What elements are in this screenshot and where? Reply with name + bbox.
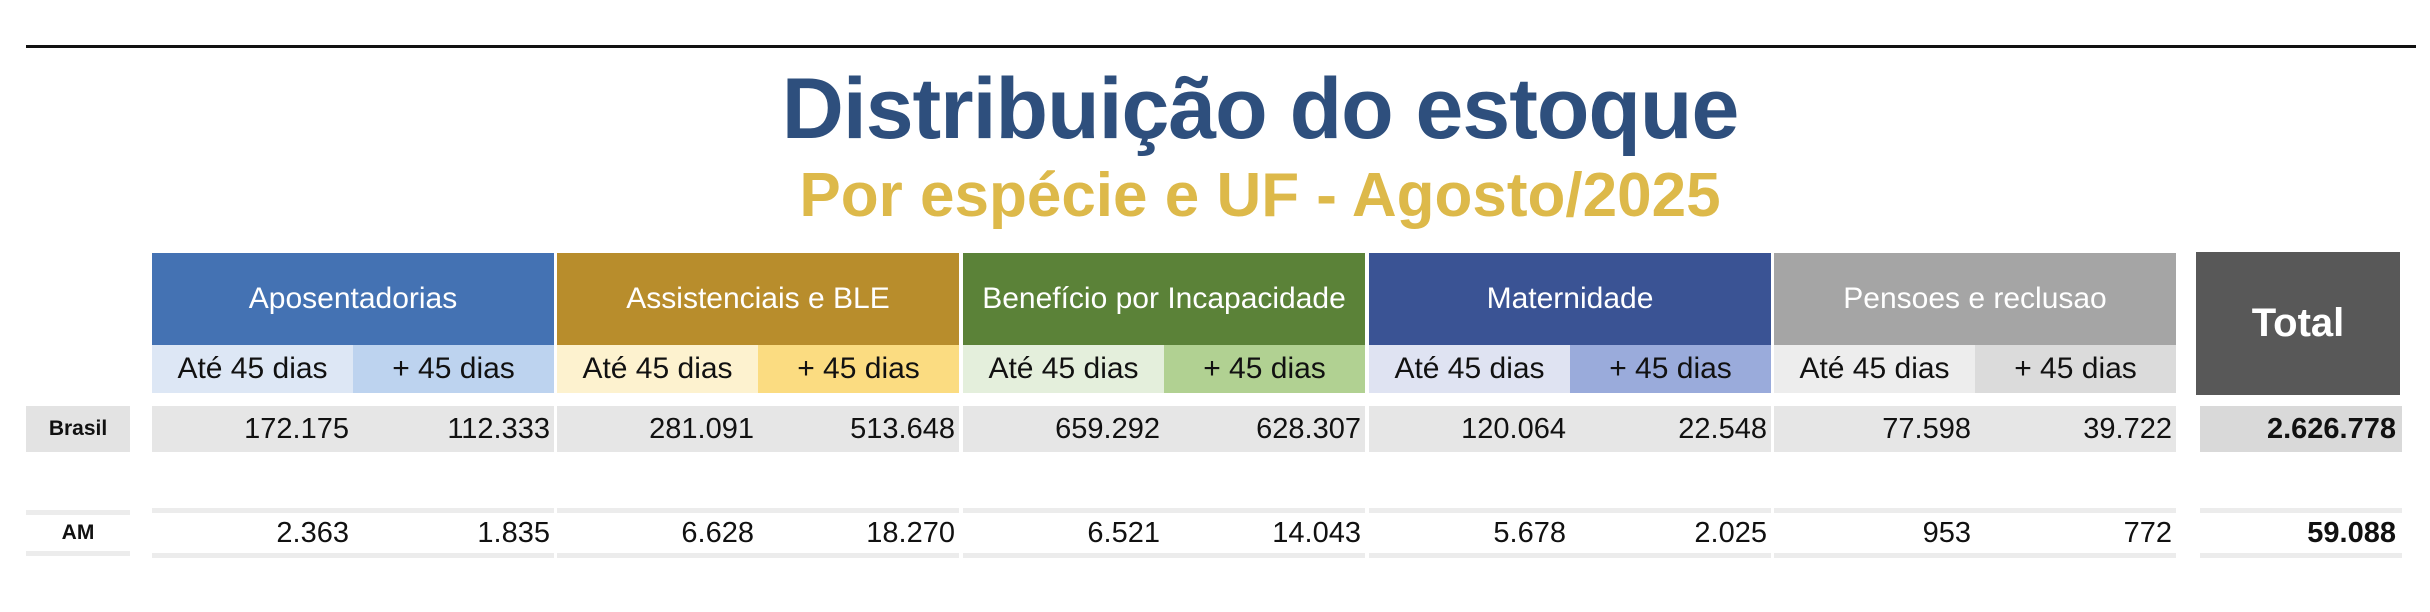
top-rule xyxy=(26,45,2416,48)
value-mais-45: 628.307 xyxy=(1256,412,1361,445)
subheader-mais-45: + 45 dias xyxy=(353,345,554,393)
table-row-brasil-aposentadorias: 172.175 112.333 xyxy=(152,406,554,452)
value-mais-45: 14.043 xyxy=(1272,516,1361,549)
value-mais-45: 22.548 xyxy=(1678,412,1767,445)
value-ate-45: 77.598 xyxy=(1882,412,1971,445)
row-label-brasil: Brasil xyxy=(26,406,130,452)
table-row-am-aposentadorias: 2.363 1.835 xyxy=(152,508,554,558)
page-subtitle: Por espécie e UF - Agosto/2025 xyxy=(799,161,1721,230)
subheader-mais-45: + 45 dias xyxy=(1975,345,2176,393)
value-ate-45: 2.363 xyxy=(276,516,349,549)
value-ate-45: 120.064 xyxy=(1461,412,1566,445)
subheader-ate-45: Até 45 dias xyxy=(557,345,758,393)
value-ate-45: 5.678 xyxy=(1493,516,1566,549)
group-header: Assistenciais e BLE xyxy=(557,253,959,345)
value-mais-45: 112.333 xyxy=(447,412,550,445)
group-pensoes: Pensoes e reclusao Até 45 dias + 45 dias xyxy=(1774,253,2176,393)
total-brasil: 2.626.778 xyxy=(2200,406,2402,452)
table-row-brasil-assistenciais: 281.091 513.648 xyxy=(557,406,959,452)
table-row-brasil-maternidade: 120.064 22.548 xyxy=(1369,406,1771,452)
table-row-am-assistenciais: 6.628 18.270 xyxy=(557,508,959,558)
value-ate-45: 6.628 xyxy=(681,516,754,549)
value-ate-45: 281.091 xyxy=(649,412,754,445)
table-row-am-incapacidade: 6.521 14.043 xyxy=(963,508,1365,558)
subheader-ate-45: Até 45 dias xyxy=(152,345,353,393)
value-ate-45: 659.292 xyxy=(1055,412,1160,445)
subheader-mais-45: + 45 dias xyxy=(758,345,959,393)
group-maternidade: Maternidade Até 45 dias + 45 dias xyxy=(1369,253,1771,393)
table-row-am-pensoes: 953 772 xyxy=(1774,508,2176,558)
table-row-am-maternidade: 5.678 2.025 xyxy=(1369,508,1771,558)
value-mais-45: 1.835 xyxy=(477,516,550,549)
value-mais-45: 513.648 xyxy=(850,412,955,445)
group-aposentadorias: Aposentadorias Até 45 dias + 45 dias xyxy=(152,253,554,393)
value-mais-45: 39.722 xyxy=(2083,412,2172,445)
page-title: Distribuição do estoque xyxy=(781,61,1740,157)
value-ate-45: 953 xyxy=(1922,516,1971,549)
group-incapacidade: Benefício por Incapacidade Até 45 dias +… xyxy=(963,253,1365,393)
table-row-brasil-incapacidade: 659.292 628.307 xyxy=(963,406,1365,452)
total-am: 59.088 xyxy=(2200,508,2402,558)
group-header: Benefício por Incapacidade xyxy=(963,253,1365,345)
subheader-ate-45: Até 45 dias xyxy=(1774,345,1975,393)
subheader-mais-45: + 45 dias xyxy=(1570,345,1771,393)
subheader-mais-45: + 45 dias xyxy=(1164,345,1365,393)
row-label-am: AM xyxy=(26,510,130,556)
table-row-brasil-pensoes: 77.598 39.722 xyxy=(1774,406,2176,452)
group-header: Aposentadorias xyxy=(152,253,554,345)
group-header: Pensoes e reclusao xyxy=(1774,253,2176,345)
value-ate-45: 6.521 xyxy=(1087,516,1160,549)
value-mais-45: 18.270 xyxy=(866,516,955,549)
subheader-ate-45: Até 45 dias xyxy=(963,345,1164,393)
value-mais-45: 2.025 xyxy=(1694,516,1767,549)
total-header: Total xyxy=(2196,252,2400,395)
group-header: Maternidade xyxy=(1369,253,1771,345)
value-ate-45: 172.175 xyxy=(244,412,349,445)
group-assistenciais: Assistenciais e BLE Até 45 dias + 45 dia… xyxy=(557,253,959,393)
value-mais-45: 772 xyxy=(2123,516,2172,549)
subheader-ate-45: Até 45 dias xyxy=(1369,345,1570,393)
